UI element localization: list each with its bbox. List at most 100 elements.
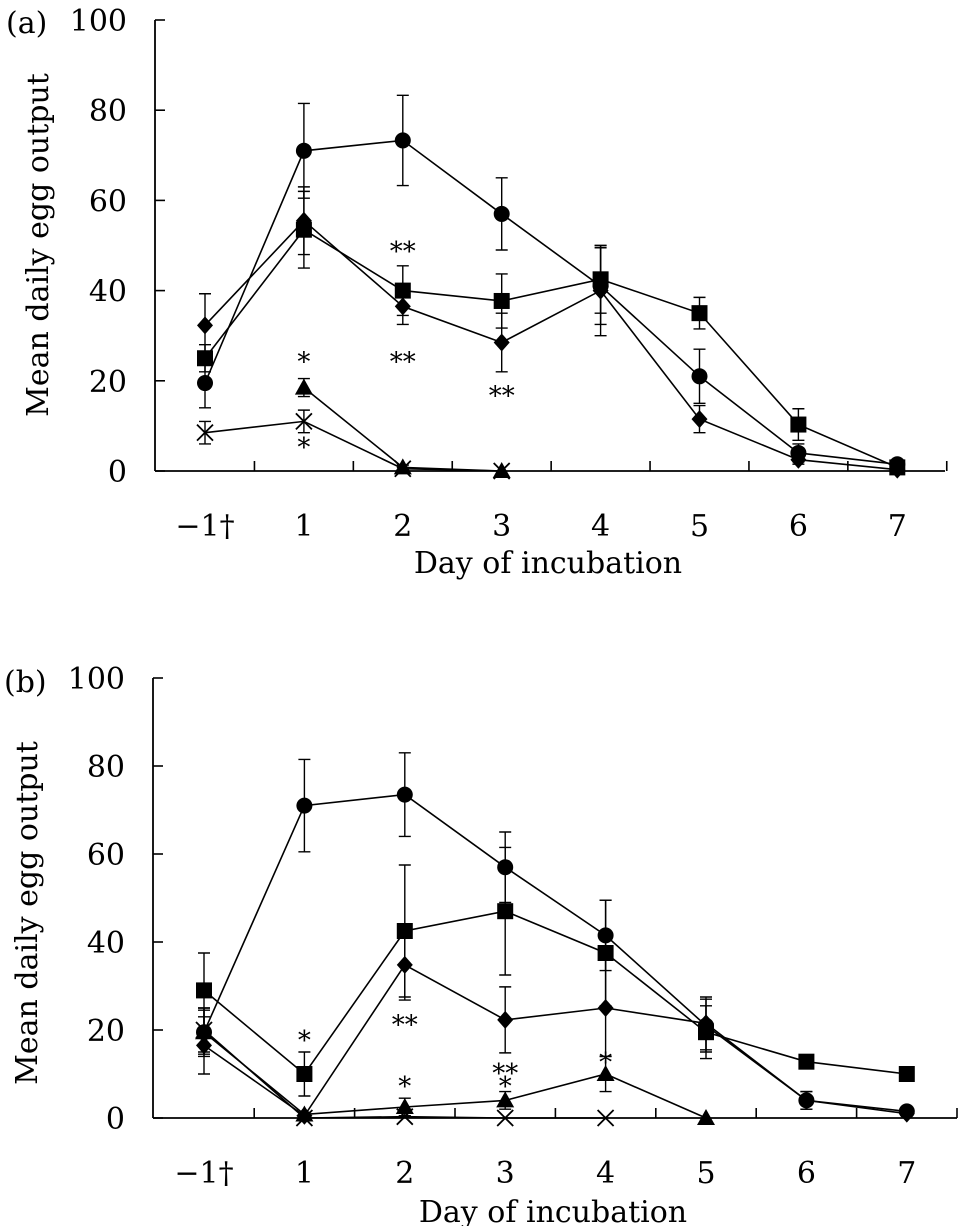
significance-annotation: ** — [390, 348, 416, 378]
y-tick-label: 20 — [87, 1014, 125, 1049]
x-tick-label: 7 — [897, 1156, 916, 1191]
x-tick-label: −1† — [174, 1156, 233, 1191]
significance-annotation: ** — [392, 1010, 418, 1040]
y-tick-label: 60 — [87, 838, 125, 873]
x-tick-label: 2 — [393, 509, 412, 544]
x-tick-label: 5 — [690, 509, 709, 544]
x-tick-label: 3 — [492, 509, 511, 544]
data-point-triangle — [294, 378, 313, 395]
y-tick-label: 80 — [89, 94, 127, 129]
data-point-triangle — [395, 1098, 414, 1114]
data-point-triangle — [596, 1065, 615, 1081]
data-point-square — [197, 350, 213, 367]
panel-label: (b) — [4, 665, 47, 700]
data-point-diamond — [597, 999, 614, 1017]
data-point-square — [798, 1053, 815, 1070]
y-tick-label: 80 — [87, 750, 125, 785]
series-diamond — [197, 186, 906, 479]
significance-annotation: ** — [492, 1059, 518, 1089]
significance-annotation: * — [298, 1026, 311, 1056]
data-point-cross — [496, 1109, 514, 1127]
y-tick-label: 100 — [70, 4, 127, 39]
data-point-diamond — [197, 316, 213, 335]
data-point-square — [691, 305, 708, 322]
data-point-diamond — [691, 410, 708, 429]
y-axis-title: Mean daily egg output — [10, 741, 45, 1085]
data-point-square — [196, 982, 212, 999]
x-axis-title: Day of incubation — [419, 1195, 687, 1226]
y-tick-label: 60 — [89, 184, 127, 219]
data-point-cross — [394, 460, 412, 478]
x-tick-label: 6 — [797, 1156, 816, 1191]
significance-annotation: * — [398, 1072, 411, 1102]
data-point-circle — [493, 205, 510, 222]
data-point-circle — [197, 375, 213, 392]
x-tick-label: 1 — [295, 1156, 314, 1191]
panel-label: (a) — [6, 6, 47, 41]
data-point-cross — [295, 412, 313, 431]
significance-annotation: * — [297, 348, 310, 378]
data-point-diamond — [493, 333, 510, 352]
data-point-cross — [195, 1021, 213, 1039]
data-point-diamond — [394, 297, 411, 316]
data-point-square — [597, 945, 614, 961]
data-point-diamond — [889, 460, 906, 479]
data-point-cross — [295, 1109, 314, 1127]
data-point-diamond — [698, 1014, 714, 1033]
data-point-diamond — [798, 1091, 815, 1110]
data-point-circle — [691, 368, 708, 385]
x-tick-label: −1† — [175, 509, 234, 544]
significance-annotation: * — [297, 433, 310, 463]
y-tick-label: 20 — [89, 365, 127, 400]
panel-a: (a) Mean daily egg output Day of incubat… — [6, 4, 948, 581]
y-tick-label: 40 — [87, 926, 125, 961]
series-line — [203, 963, 907, 1117]
series-cross — [195, 1007, 615, 1127]
y-axis-title: Mean daily egg output — [21, 73, 56, 417]
data-point-cross — [396, 1108, 414, 1126]
data-point-square — [296, 1066, 313, 1082]
series-line — [204, 139, 898, 466]
x-tick-label: 1 — [294, 509, 313, 544]
series-line — [204, 219, 898, 471]
data-point-cross — [493, 462, 511, 480]
data-point-square — [790, 416, 807, 433]
data-point-diamond — [497, 1010, 514, 1029]
data-point-square — [493, 292, 510, 309]
data-point-square — [898, 1066, 915, 1082]
series-triangle — [195, 1009, 715, 1125]
panel-b: (b) Mean daily egg output Day of incubat… — [4, 662, 958, 1226]
series-line — [203, 1031, 707, 1119]
significance-annotation: ** — [390, 237, 416, 267]
y-tick-label: 100 — [68, 662, 125, 697]
data-point-diamond — [396, 955, 413, 974]
x-tick-label: 2 — [395, 1156, 414, 1191]
x-tick-label: 6 — [789, 509, 808, 544]
plot-marks: ******** — [196, 94, 906, 480]
data-point-cross — [196, 424, 214, 442]
significance-annotation: ** — [489, 381, 515, 411]
series-square — [196, 846, 915, 1097]
x-axis-title: Day of incubation — [414, 546, 682, 581]
data-point-circle — [296, 797, 313, 814]
x-tick-label: 5 — [696, 1156, 715, 1191]
data-point-square — [497, 903, 514, 920]
series-triangle — [294, 377, 511, 478]
data-point-cross — [596, 1109, 615, 1127]
data-point-circle — [295, 142, 312, 159]
data-point-diamond — [790, 450, 807, 469]
significance-annotation: * — [499, 1072, 512, 1102]
data-point-diamond — [898, 1104, 915, 1123]
plot-marks: ******** — [195, 752, 915, 1127]
data-point-circle — [394, 132, 411, 149]
data-point-diamond — [295, 211, 312, 230]
x-tick-label: 4 — [591, 509, 610, 544]
series-line — [204, 228, 898, 469]
x-tick-label: 7 — [888, 509, 907, 544]
y-tick-label: 40 — [89, 275, 127, 310]
significance-annotation: * — [599, 1048, 612, 1078]
x-tick-label: 3 — [496, 1156, 515, 1191]
data-point-diamond — [592, 281, 609, 300]
y-tick-label: 0 — [108, 455, 127, 490]
